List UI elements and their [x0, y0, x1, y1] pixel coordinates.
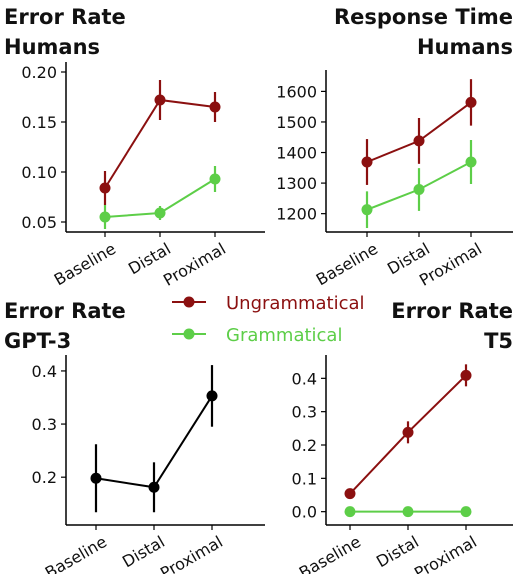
panel-title: Response Time	[334, 5, 513, 29]
point	[148, 481, 160, 493]
y-tick-label: 0.2	[32, 468, 57, 487]
y-tick-label: 0.0	[292, 503, 317, 522]
point	[413, 184, 425, 196]
x-tick-label: Baseline	[42, 532, 110, 574]
y-tick-label: 0.20	[21, 63, 57, 82]
x-tick-label: Proximal	[411, 532, 480, 574]
point	[460, 506, 472, 518]
point	[413, 135, 425, 147]
y-tick-label: 1400	[276, 144, 317, 163]
legend-marker	[183, 328, 195, 340]
point	[209, 101, 221, 113]
y-tick-label: 0.1	[292, 469, 317, 488]
x-tick-label: Baseline	[313, 239, 381, 289]
y-tick-label: 0.15	[21, 113, 57, 132]
point	[361, 156, 373, 168]
point	[154, 207, 166, 219]
y-tick-label: 0.3	[32, 415, 57, 434]
y-tick-label: 0.4	[32, 362, 57, 381]
panel-subtitle: GPT-3	[4, 329, 71, 353]
panel: Error Rate Humans 0.05 0.10 0.15 0.20 Baseline…	[4, 5, 265, 290]
y-tick-label: 0.05	[21, 213, 57, 232]
point	[344, 506, 356, 518]
point	[402, 506, 414, 518]
legend: Ungrammatical Grammatical	[172, 293, 365, 346]
y-tick-label: 1200	[276, 205, 317, 224]
point	[465, 96, 477, 108]
x-tick-label: Baseline	[51, 239, 119, 289]
y-tick-label: 0.4	[292, 369, 317, 388]
y-tick-label: 1300	[276, 174, 317, 193]
point	[90, 472, 102, 484]
y-tick-label: 0.2	[292, 436, 317, 455]
point	[460, 369, 472, 381]
y-tick-label: 0.3	[292, 403, 317, 422]
point	[99, 182, 111, 194]
panel-subtitle: Humans	[417, 35, 513, 59]
legend-marker	[183, 296, 195, 308]
point	[402, 426, 414, 438]
y-tick-label: 0.10	[21, 163, 57, 182]
point	[154, 94, 166, 106]
panel-title: Error Rate	[4, 299, 126, 323]
point	[361, 204, 373, 216]
point	[209, 173, 221, 185]
panel-subtitle: T5	[484, 329, 513, 353]
x-tick-label: Proximal	[160, 239, 229, 290]
point	[344, 488, 356, 500]
panel-subtitle: Humans	[4, 35, 100, 59]
legend-label: Grammatical	[226, 325, 342, 346]
x-tick-label: Proximal	[157, 532, 226, 574]
y-tick-label: 1600	[276, 82, 317, 101]
legend-label: Ungrammatical	[226, 293, 365, 314]
point	[99, 211, 111, 223]
x-tick-label: Baseline	[296, 532, 364, 574]
point	[206, 390, 218, 402]
y-tick-label: 1500	[276, 113, 317, 132]
panel-title: Error Rate	[391, 299, 513, 323]
panel: Response Time Humans 1200 1300 1400 1500 1600 B…	[276, 5, 513, 290]
point	[465, 156, 477, 168]
panel-title: Error Rate	[4, 5, 126, 29]
